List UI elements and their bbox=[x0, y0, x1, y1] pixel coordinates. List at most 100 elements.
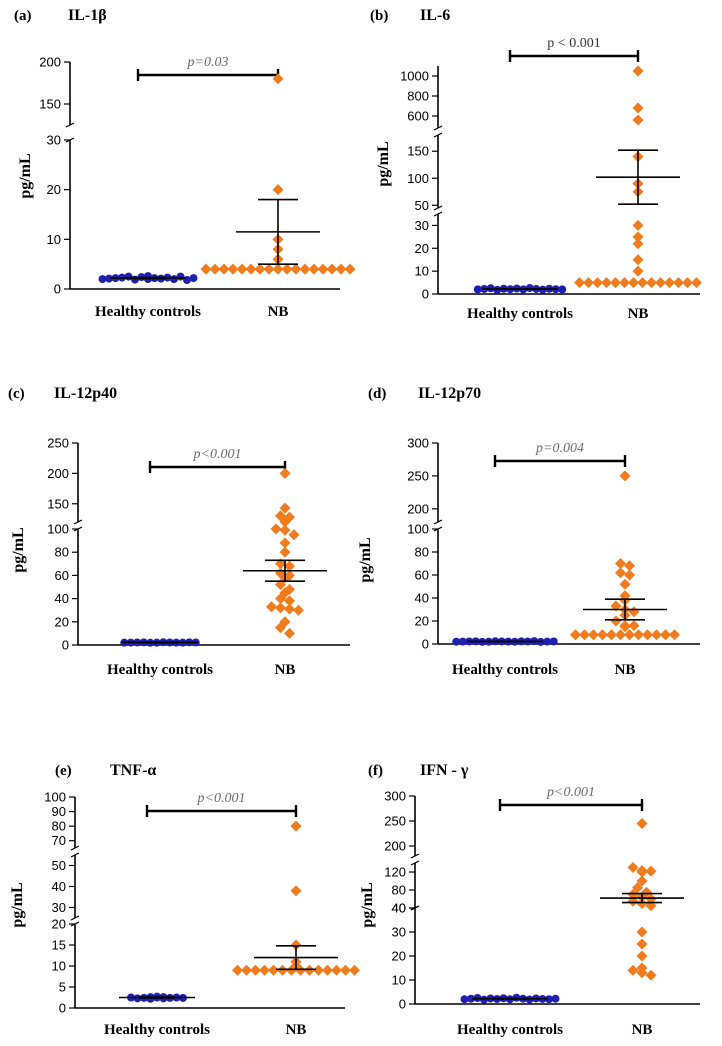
data-point-nb bbox=[284, 560, 295, 572]
y-tick-label: 200 bbox=[407, 501, 429, 516]
data-point-nb bbox=[275, 602, 286, 614]
x-category-label: NB bbox=[615, 662, 636, 678]
y-tick-label: 60 bbox=[415, 568, 429, 583]
y-tick-label: 50 bbox=[415, 198, 429, 213]
panel-title: IFN - γ bbox=[420, 762, 469, 779]
y-tick-label: 20 bbox=[52, 917, 66, 932]
data-point-nb bbox=[279, 516, 291, 528]
y-tick-label: 0 bbox=[422, 287, 429, 302]
data-point-nb bbox=[583, 277, 594, 289]
data-point-nb bbox=[588, 629, 599, 641]
y-tick-label: 250 bbox=[407, 468, 429, 483]
data-point-healthy-controls bbox=[473, 285, 482, 294]
y-tick-label: 40 bbox=[392, 901, 406, 916]
data-point-nb bbox=[636, 866, 648, 878]
y-tick-label: 150 bbox=[39, 97, 61, 112]
data-point-nb bbox=[610, 277, 621, 289]
data-point-nb bbox=[682, 277, 693, 289]
data-point-nb bbox=[275, 593, 286, 605]
data-point-nb bbox=[304, 964, 315, 976]
y-axis-label: pg/mL bbox=[10, 527, 27, 572]
data-point-nb bbox=[317, 263, 329, 275]
data-point-healthy-controls bbox=[467, 994, 475, 1003]
y-tick-label: 50 bbox=[52, 858, 66, 873]
data-point-nb bbox=[579, 629, 590, 641]
data-point-nb bbox=[268, 964, 279, 976]
data-point-nb bbox=[655, 277, 666, 289]
data-point-nb bbox=[627, 964, 639, 976]
data-point-nb bbox=[645, 865, 657, 877]
data-point-healthy-controls bbox=[558, 285, 567, 294]
y-tick-label: 10 bbox=[415, 264, 429, 279]
data-point-nb bbox=[619, 277, 630, 289]
data-point-nb bbox=[245, 263, 257, 275]
data-point-nb bbox=[335, 263, 347, 275]
y-axis-label: pg/mL bbox=[9, 882, 26, 927]
y-tick-label: 40 bbox=[392, 901, 406, 916]
data-point-nb bbox=[200, 263, 212, 275]
data-point-nb bbox=[259, 964, 270, 976]
y-tick-label: 0 bbox=[399, 997, 406, 1012]
data-point-nb bbox=[263, 263, 275, 275]
data-point-nb bbox=[632, 219, 644, 231]
data-point-nb bbox=[272, 184, 284, 196]
data-point-nb bbox=[286, 964, 297, 976]
y-tick-label: 300 bbox=[407, 436, 429, 451]
data-point-nb bbox=[284, 595, 295, 607]
data-point-nb bbox=[636, 938, 648, 950]
data-point-healthy-controls bbox=[493, 285, 502, 294]
y-axis-label: pg/mL bbox=[357, 537, 374, 582]
y-tick-label: 250 bbox=[47, 436, 69, 451]
data-point-nb bbox=[293, 604, 304, 616]
data-point-nb bbox=[218, 263, 230, 275]
panel-title: IL-12p70 bbox=[418, 385, 481, 402]
data-point-nb bbox=[646, 277, 657, 289]
axis-break-mark bbox=[410, 860, 420, 866]
data-point-nb bbox=[272, 263, 284, 275]
y-tick-label: 30 bbox=[415, 218, 429, 233]
data-point-nb bbox=[606, 629, 617, 641]
y-tick-label: 80 bbox=[415, 545, 429, 560]
y-tick-label: 200 bbox=[39, 55, 61, 70]
data-point-nb bbox=[615, 567, 626, 579]
y-tick-label: 300 bbox=[384, 789, 406, 804]
data-point-nb bbox=[637, 277, 648, 289]
panel-label: (a) bbox=[14, 8, 32, 24]
data-point-nb bbox=[209, 263, 221, 275]
data-point-nb bbox=[636, 898, 648, 909]
p-value-label: p<0.001 bbox=[197, 791, 246, 806]
y-tick-label: 600 bbox=[407, 109, 429, 124]
y-tick-label: 30 bbox=[47, 133, 61, 148]
y-tick-label: 15 bbox=[52, 938, 66, 953]
y-tick-label: 20 bbox=[415, 241, 429, 256]
data-point-nb bbox=[664, 277, 675, 289]
data-point-nb bbox=[279, 467, 291, 479]
panel-label: (b) bbox=[370, 8, 388, 24]
x-category-label: Healthy controls bbox=[107, 662, 213, 678]
y-tick-label: 20 bbox=[415, 614, 429, 629]
data-point-nb bbox=[331, 964, 342, 976]
data-point-nb bbox=[288, 529, 300, 541]
data-point-nb bbox=[279, 524, 291, 536]
data-point-healthy-controls bbox=[551, 994, 560, 1003]
y-tick-label: 100 bbox=[44, 790, 66, 805]
data-point-nb bbox=[615, 629, 626, 641]
data-point-nb bbox=[299, 263, 311, 275]
data-point-nb bbox=[673, 277, 684, 289]
data-point-nb bbox=[290, 939, 302, 951]
data-point-nb bbox=[275, 622, 286, 634]
data-point-nb bbox=[632, 882, 643, 894]
data-point-healthy-controls bbox=[480, 995, 488, 1004]
data-point-nb bbox=[610, 615, 622, 627]
data-point-nb bbox=[290, 820, 302, 832]
y-tick-label: 10 bbox=[47, 232, 61, 247]
data-point-nb bbox=[632, 102, 644, 114]
data-point-nb bbox=[645, 969, 657, 981]
y-tick-label: 200 bbox=[47, 466, 69, 481]
data-point-nb bbox=[574, 277, 585, 289]
data-point-nb bbox=[627, 862, 639, 873]
y-tick-label: 250 bbox=[384, 814, 406, 829]
data-point-nb bbox=[633, 629, 644, 641]
x-category-label: NB bbox=[628, 306, 649, 322]
